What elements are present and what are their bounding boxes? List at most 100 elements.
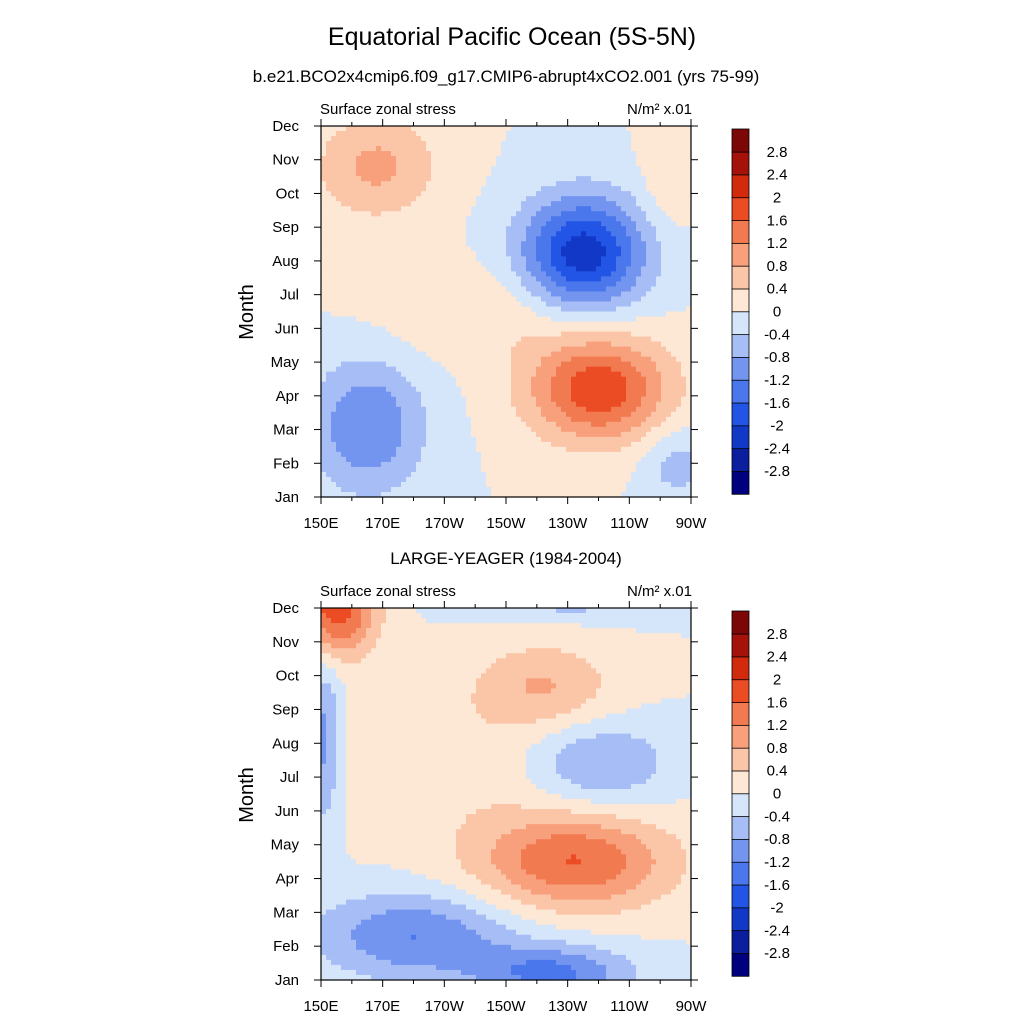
contour-cell [501,402,507,408]
contour-cell [401,442,407,448]
contour-cell [671,186,677,192]
contour-cell [536,261,542,267]
contour-cell [646,422,652,428]
contour-cell [521,306,527,312]
contour-cell [426,407,432,413]
contour-cell [416,256,422,262]
contour-cell [651,291,657,297]
contour-cell [601,327,607,333]
contour-cell [586,332,592,338]
contour-cell [351,372,357,378]
contour-cell [486,261,492,267]
contour-cell [446,372,452,378]
contour-cell [606,226,612,232]
contour-cell [681,176,687,182]
contour-cell [496,412,502,418]
contour-cell [451,231,457,237]
contour-cell [546,327,552,333]
contour-cell [661,266,667,272]
contour-cell [541,412,547,418]
contour-cell [616,136,622,142]
contour-cell [321,352,327,358]
contour-cell [601,261,607,267]
contour-cell [536,161,542,167]
contour-cell [321,221,327,227]
contour-cell [596,246,602,252]
contour-cell [671,266,677,272]
contour-cell [376,327,382,333]
contour-cell [621,457,627,463]
contour-cell [681,352,687,358]
contour-cell [346,126,352,132]
contour-cell [521,432,527,438]
contour-cell [561,342,567,348]
contour-cell [546,171,552,177]
contour-cell [471,186,477,192]
contour-cell [341,266,347,272]
contour-cell [541,377,547,383]
contour-cell [361,296,367,302]
contour-cell [461,131,467,137]
contour-cell [571,241,577,247]
contour-cell [396,236,402,242]
contour-cell [486,206,492,212]
contour-cell [411,241,417,247]
contour-cell [391,387,397,393]
contour-cell [461,126,467,132]
contour-cell [376,437,382,443]
contour-cell [411,372,417,378]
contour-cell [486,322,492,328]
contour-cell [476,417,482,423]
contour-cell [406,327,412,333]
contour-cell [386,266,392,272]
contour-cell [356,397,362,403]
contour-cell [361,231,367,237]
contour-cell [436,387,442,393]
contour-cell [396,402,402,408]
contour-cell [651,352,657,358]
contour-cell [361,206,367,212]
contour-cell [626,226,632,232]
contour-cell [351,246,357,252]
contour-cell [321,342,327,348]
contour-cell [511,417,517,423]
contour-cell [621,352,627,358]
contour-cell [566,181,572,187]
contour-cell [341,457,347,463]
contour-cell [381,377,387,383]
contour-cell [326,437,332,443]
contour-cell [481,432,487,438]
contour-cell [591,246,597,252]
contour-cell [681,211,687,217]
contour-cell [446,447,452,453]
contour-cell [666,271,672,277]
contour-cell [576,407,582,413]
contour-cell [561,362,567,368]
contour-cell [521,126,527,132]
contour-cell [566,231,572,237]
contour-cell [481,241,487,247]
contour-cell [516,131,522,137]
contour-cell [516,437,522,443]
contour-cell [371,236,377,242]
contour-cell [536,322,542,328]
contour-cell [566,347,572,353]
contour-cell [461,201,467,207]
contour-cell [631,437,637,443]
contour-cell [376,136,382,142]
contour-cell [611,161,617,167]
contour-cell [676,246,682,252]
contour-cell [501,342,507,348]
contour-cell [506,146,512,152]
contour-cell [466,312,472,318]
contour-cell [356,291,362,297]
contour-cell [521,437,527,443]
contour-cell [386,462,392,468]
contour-cell [406,271,412,277]
contour-cell [411,327,417,333]
contour-cell [376,216,382,222]
contour-cell [336,261,342,267]
contour-cell [326,357,332,363]
contour-cell [661,141,667,147]
contour-cell [346,372,352,378]
